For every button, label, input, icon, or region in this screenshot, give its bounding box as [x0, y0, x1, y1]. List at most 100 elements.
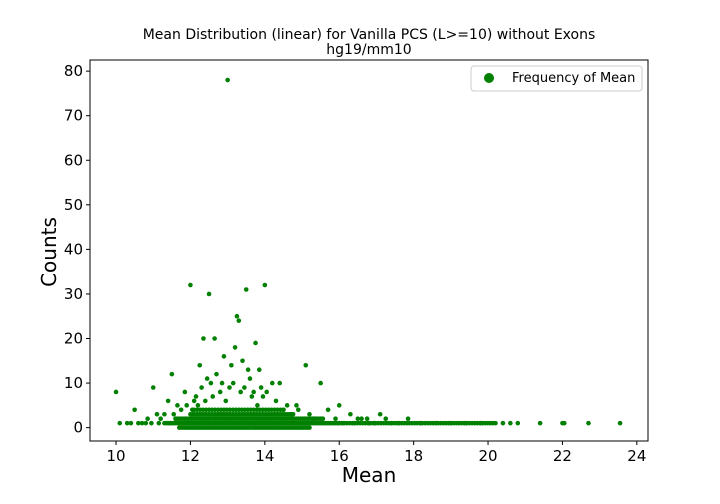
data-point	[240, 358, 245, 364]
data-point	[273, 398, 279, 404]
data-point	[318, 380, 323, 386]
x-tick-label: 16	[330, 447, 349, 465]
data-point	[229, 362, 234, 368]
data-point	[221, 354, 227, 359]
data-point	[124, 420, 130, 426]
data-point	[264, 389, 270, 395]
data-point	[359, 416, 364, 422]
data-point	[253, 340, 258, 346]
data-point	[193, 394, 199, 399]
data-point	[256, 367, 262, 373]
data-point	[227, 385, 232, 390]
data-point	[277, 380, 283, 386]
data-point	[128, 420, 134, 426]
data-point	[262, 282, 268, 288]
data-point	[303, 362, 309, 368]
data-point	[208, 380, 214, 386]
data-point	[290, 411, 296, 417]
data-point	[156, 420, 162, 426]
data-point	[223, 398, 229, 404]
data-point	[143, 420, 149, 426]
data-point	[586, 420, 591, 426]
y-tick-label: 60	[64, 151, 83, 169]
data-point	[175, 403, 180, 408]
data-point	[225, 77, 230, 83]
data-point	[508, 420, 513, 426]
x-axis-ticks: 10 12 14 16 18 20 22 24	[106, 441, 646, 465]
data-point	[325, 407, 331, 413]
data-point	[113, 389, 119, 395]
data-point	[500, 420, 506, 426]
data-point	[234, 313, 240, 319]
legend-box	[470, 65, 643, 92]
data-point	[245, 367, 251, 373]
data-point	[348, 411, 353, 417]
data-point	[238, 389, 243, 395]
data-point	[251, 389, 256, 395]
data-point	[364, 416, 370, 422]
data-point	[258, 385, 264, 390]
data-point	[217, 389, 223, 395]
data-point	[294, 403, 299, 408]
data-point	[214, 371, 219, 377]
data-point	[405, 416, 411, 422]
chart-title: Mean Distribution (linear) for Vanilla P…	[143, 27, 596, 43]
data-point	[191, 398, 197, 404]
plot-frame	[89, 59, 649, 442]
data-point	[188, 282, 193, 288]
data-point	[493, 420, 498, 426]
x-tick-label: 14	[255, 447, 274, 465]
data-point	[139, 420, 145, 426]
y-tick-label: 40	[64, 240, 83, 258]
data-point	[307, 425, 312, 430]
data-point	[171, 411, 176, 417]
data-point	[162, 411, 167, 417]
data-point	[150, 385, 156, 390]
legend-label: Frequency of Mean	[512, 71, 635, 86]
data-point	[117, 420, 123, 426]
legend: Frequency of Mean	[470, 65, 643, 92]
data-point	[269, 380, 275, 386]
data-point	[158, 416, 163, 422]
x-tick-label: 10	[106, 447, 125, 465]
data-point	[201, 336, 206, 341]
y-tick-label: 20	[64, 330, 83, 348]
data-point	[199, 385, 204, 390]
data-point	[249, 394, 255, 399]
y-tick-label: 30	[64, 285, 83, 303]
scatter-points	[113, 77, 623, 430]
data-point	[169, 371, 175, 377]
legend-marker	[484, 73, 494, 83]
y-axis-label: Counts	[37, 217, 61, 287]
data-point	[255, 403, 260, 408]
data-point	[219, 380, 225, 386]
data-point	[230, 380, 236, 386]
data-point	[320, 416, 326, 422]
y-axis-ticks: 0 10 20 30 40 50 60 70 80	[64, 62, 90, 437]
data-point	[204, 376, 210, 381]
data-point	[537, 420, 543, 426]
data-point	[154, 411, 160, 417]
data-point	[307, 411, 312, 417]
data-point	[562, 420, 567, 426]
data-point	[212, 336, 217, 341]
data-point	[355, 416, 361, 422]
y-tick-label: 70	[64, 107, 83, 125]
data-point	[281, 407, 286, 413]
data-point	[336, 403, 342, 408]
x-tick-label: 20	[478, 447, 497, 465]
data-point	[236, 318, 242, 323]
y-tick-label: 0	[73, 419, 83, 437]
data-point	[203, 398, 208, 404]
data-point	[247, 376, 253, 381]
data-point	[149, 420, 154, 426]
data-point	[232, 345, 238, 350]
y-tick-label: 50	[64, 196, 83, 214]
chart-subtitle: hg19/mm10	[326, 42, 411, 58]
x-tick-label: 24	[627, 447, 646, 465]
data-point	[296, 407, 301, 413]
data-point	[136, 420, 141, 426]
data-point	[182, 389, 188, 395]
data-point	[242, 385, 247, 390]
